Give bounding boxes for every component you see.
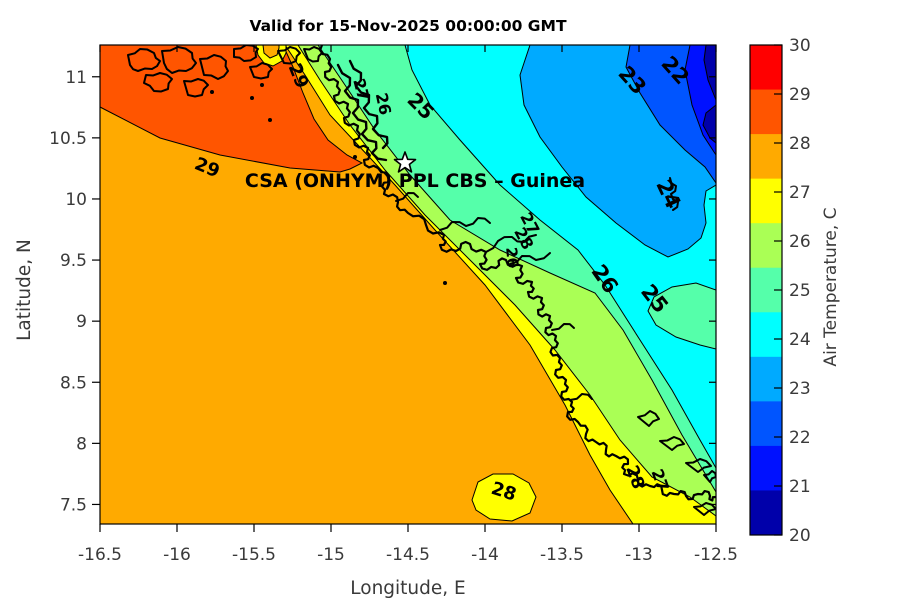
coastline-islet-dot bbox=[260, 83, 264, 87]
coastline-mangrove bbox=[348, 59, 389, 150]
colorbar-tick-label: 23 bbox=[789, 379, 811, 399]
colorbar-tick-label: 25 bbox=[789, 281, 811, 301]
colorbar-band bbox=[750, 178, 782, 224]
coastline-island bbox=[249, 62, 273, 80]
coastline-estuary bbox=[569, 393, 593, 401]
coastline-island bbox=[161, 46, 197, 74]
coastline bbox=[127, 45, 716, 516]
site-overlay-label: CSA (ONHYM) PPL CBS – Guinea bbox=[245, 170, 585, 192]
coastline-island bbox=[143, 72, 173, 93]
x-tick-label: -14 bbox=[471, 545, 499, 565]
colorbar-band bbox=[750, 356, 782, 402]
coastline-island bbox=[277, 46, 301, 65]
colorbar-tick-label: 20 bbox=[789, 526, 811, 546]
coastline-islet-dot bbox=[353, 155, 357, 159]
contour-line-royal-22-23 bbox=[625, 45, 716, 184]
contour-line-navy-20-21 bbox=[703, 45, 716, 101]
x-tick-label: -14.5 bbox=[386, 545, 430, 565]
colorbar-label: Air Temperature, C bbox=[821, 207, 841, 366]
coastline-islet-dot bbox=[443, 281, 447, 285]
coastline-island bbox=[199, 54, 229, 80]
colorbar-tick-label: 27 bbox=[789, 183, 811, 203]
colorbar-band bbox=[750, 312, 782, 358]
colorbar-band bbox=[750, 45, 782, 91]
contour-label-26: 26 bbox=[372, 91, 395, 117]
coastline-islet-dot bbox=[210, 90, 214, 94]
colorbar-band bbox=[750, 134, 782, 180]
coastline-estuary bbox=[551, 323, 575, 331]
contour-line-mint-25-26 bbox=[317, 45, 716, 493]
contour-patch-yellow-blob-south bbox=[471, 473, 537, 522]
y-tick-label: 8.5 bbox=[60, 373, 87, 393]
x-tick-label: -13 bbox=[625, 545, 653, 565]
colorbar-tick-label: 29 bbox=[789, 85, 811, 105]
colorbar-tick-label: 21 bbox=[789, 477, 811, 497]
coastline-island bbox=[685, 458, 712, 473]
colorbar-tick-label: 26 bbox=[789, 232, 811, 252]
coastline-mainland bbox=[319, 45, 716, 502]
coastline-island bbox=[303, 46, 323, 63]
x-tick-label: -12.5 bbox=[694, 545, 738, 565]
colorbar-tick-label: 22 bbox=[789, 428, 811, 448]
contour-label-26: 26 bbox=[502, 246, 522, 268]
coastline-island bbox=[637, 410, 660, 427]
site-star-marker bbox=[393, 151, 417, 173]
contour-line-yellow-27-28 bbox=[284, 45, 634, 524]
contour-patch-ring-orange-core bbox=[262, 45, 280, 59]
coastline-estuary bbox=[395, 192, 419, 202]
contour-band-navy-20-21 bbox=[704, 45, 716, 100]
plot-title: Valid for 15-Nov-2025 00:00:00 GMT bbox=[249, 17, 567, 35]
coastline-estuary bbox=[669, 177, 679, 211]
y-axis-label: Latitude, N bbox=[14, 239, 35, 341]
coastline-island bbox=[693, 502, 716, 516]
colorbar-tick-label: 30 bbox=[789, 36, 811, 56]
coastline-estuary bbox=[485, 234, 537, 253]
x-tick-label: -13.5 bbox=[540, 545, 584, 565]
colorbar-tick-label: 24 bbox=[789, 330, 811, 350]
axes-layer: -16.5 -16 -15.5 -15 -14.5 -14 -13.5 -13 -12.5 7.5… bbox=[49, 44, 738, 565]
contour-line-orangered-28-29 bbox=[100, 45, 364, 173]
coastline-islet-dot bbox=[250, 96, 254, 100]
colorbar-tick-label: 28 bbox=[789, 134, 811, 154]
coastline-estuary bbox=[509, 252, 551, 265]
contour-patch-mint-blob-east bbox=[647, 282, 716, 350]
x-tick-label: -15.5 bbox=[232, 545, 276, 565]
x-tick-label: -16 bbox=[163, 545, 191, 565]
y-tick-label: 10.5 bbox=[49, 129, 87, 149]
marker-layer bbox=[393, 151, 417, 173]
contour-line-blue-21-22 bbox=[684, 45, 716, 156]
y-tick-label: 9.5 bbox=[60, 251, 87, 271]
colorbar-band bbox=[750, 89, 782, 135]
coastline-mangrove bbox=[336, 63, 388, 162]
y-tick-label: 9 bbox=[76, 312, 87, 332]
colorbar-band bbox=[750, 401, 782, 447]
colorbar-band bbox=[750, 445, 782, 491]
contour-line-skyblue-23-24 bbox=[519, 45, 716, 258]
y-tick-label: 10 bbox=[65, 190, 87, 210]
x-axis-label: Longitude, E bbox=[350, 578, 465, 599]
coastline-island bbox=[659, 436, 685, 451]
colorbar: 20 21 22 23 24 25 26 27 28 29 30 bbox=[749, 36, 811, 546]
contour-line-cyan-24-25 bbox=[404, 45, 716, 469]
coastline-island bbox=[127, 48, 161, 72]
coastline-island bbox=[183, 78, 209, 98]
y-tick-label: 7.5 bbox=[60, 495, 87, 515]
y-tick-label: 8 bbox=[76, 434, 87, 454]
coastline-estuary bbox=[439, 217, 491, 231]
coastline-islet-dot bbox=[268, 118, 272, 122]
contour-patch-navy-pocket bbox=[702, 104, 716, 144]
x-tick-label: -15 bbox=[317, 545, 345, 565]
colorbar-band bbox=[750, 223, 782, 269]
colorbar-band bbox=[750, 490, 782, 536]
x-tick-label: -16.5 bbox=[78, 545, 122, 565]
y-tick-label: 11 bbox=[65, 68, 87, 88]
